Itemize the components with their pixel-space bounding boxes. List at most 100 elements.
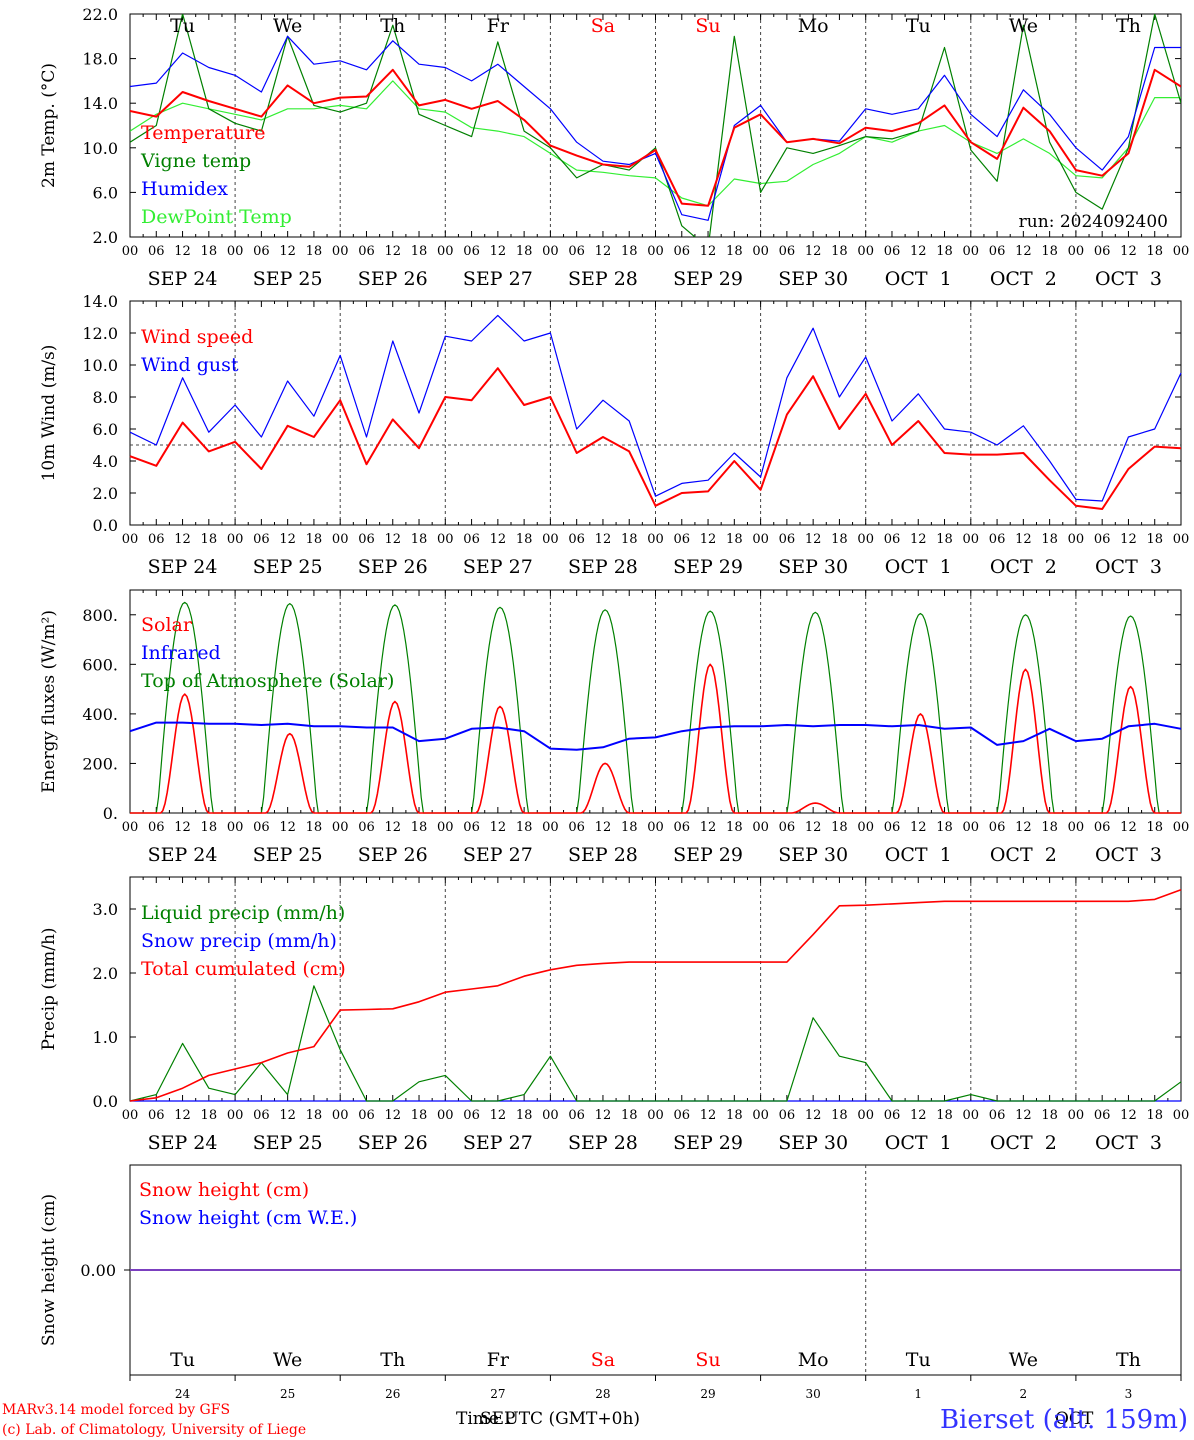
x-date-label: SEP 30 [778, 1132, 848, 1154]
weekday-label: Tu [170, 15, 195, 37]
x-hour-label: 06 [568, 820, 585, 835]
x-hour-label: 06 [1094, 820, 1111, 835]
x-date-label: SEP 30 [778, 268, 848, 290]
x-hour-label: 18 [516, 820, 533, 835]
x-hour-label: 00 [1068, 532, 1085, 547]
x-hour-label: 06 [358, 532, 375, 547]
weekday-label: Fr [487, 1349, 510, 1371]
x-hour-label: 12 [174, 1108, 191, 1123]
x-hour-label: 12 [805, 1108, 822, 1123]
x-hour-label: 00 [542, 244, 559, 259]
x-hour-label: 06 [674, 244, 691, 259]
run-annotation: run: 2024092400 [1019, 212, 1168, 232]
x-hour-label: 12 [910, 1108, 927, 1123]
x-hour-label: 00 [647, 532, 664, 547]
weekday-label: Th [380, 15, 405, 37]
x-hour-label: 06 [148, 1108, 165, 1123]
y-tick-label: 2.0 [93, 228, 118, 247]
x-hour-label: 12 [1015, 1108, 1032, 1123]
day-number-label: 1 [914, 1387, 922, 1401]
weekday-label: Fr [487, 15, 510, 37]
x-hour-label: 12 [279, 1108, 296, 1123]
x-hour-label: 06 [253, 1108, 270, 1123]
x-hour-label: 18 [936, 820, 953, 835]
legend-entry: Snow height (cm W.E.) [139, 1207, 357, 1229]
x-date-label: SEP 24 [148, 844, 218, 866]
x-hour-label: 18 [306, 244, 323, 259]
x-date-label: OCT 2 [990, 268, 1057, 290]
x-date-label: SEP 25 [253, 268, 323, 290]
x-hour-label: 12 [700, 1108, 717, 1123]
x-hour-label: 06 [884, 1108, 901, 1123]
y-axis-label: Precip (mm/h) [39, 927, 59, 1050]
x-hour-label: 12 [279, 244, 296, 259]
weekday-label: Tu [906, 15, 931, 37]
legend-entry: Infrared [141, 642, 221, 664]
x-hour-label: 12 [700, 532, 717, 547]
x-date-label: SEP 26 [358, 268, 428, 290]
x-date-label: SEP 28 [568, 268, 638, 290]
x-date-label: SEP 25 [253, 1132, 323, 1154]
x-hour-label: 00 [332, 1108, 349, 1123]
x-date-label: SEP 28 [568, 1132, 638, 1154]
x-hour-label: 18 [936, 244, 953, 259]
x-hour-label: 18 [831, 820, 848, 835]
x-date-label: SEP 25 [253, 844, 323, 866]
y-axis-label: Energy fluxes (W/m²) [39, 610, 59, 793]
x-hour-label: 18 [621, 244, 638, 259]
x-hour-label: 00 [227, 820, 244, 835]
x-hour-label: 18 [306, 532, 323, 547]
weekday-label: Mo [798, 15, 829, 37]
series-line-wind-speed [129, 367, 1182, 510]
x-date-label: SEP 29 [673, 1132, 743, 1154]
legend-entry: Wind speed [141, 326, 253, 348]
x-date-label: SEP 24 [148, 1132, 218, 1154]
x-hour-label: 00 [122, 244, 139, 259]
x-date-label: OCT 3 [1095, 268, 1162, 290]
x-hour-label: 00 [647, 244, 664, 259]
day-number-label: 2 [1020, 1387, 1028, 1401]
x-hour-label: 06 [568, 244, 585, 259]
series-line-total-cumulated-cm- [129, 889, 1182, 1102]
x-hour-label: 06 [358, 820, 375, 835]
legend-entry: Humidex [141, 178, 228, 200]
x-hour-label: 00 [332, 244, 349, 259]
y-tick-label: 800. [82, 606, 118, 625]
x-date-label: SEP 24 [148, 556, 218, 578]
x-date-label: SEP 27 [463, 268, 533, 290]
x-hour-label: 18 [831, 532, 848, 547]
x-hour-label: 18 [831, 244, 848, 259]
x-hour-label: 06 [779, 1108, 796, 1123]
x-hour-label: 06 [568, 532, 585, 547]
x-date-label: OCT 1 [885, 844, 952, 866]
x-hour-label: 18 [201, 244, 218, 259]
x-hour-label: 12 [1120, 1108, 1137, 1123]
x-hour-label: 12 [174, 820, 191, 835]
x-hour-label: 00 [542, 820, 559, 835]
x-hour-label: 18 [1041, 532, 1058, 547]
panel-4: Precip (mm/h) 0.0 1.0 2.0 3.0 Liquid precip (… [39, 876, 1189, 1154]
legend-entry: Top of Atmosphere (Solar) [141, 670, 394, 692]
x-date-label: SEP 29 [673, 844, 743, 866]
x-hour-label: 12 [595, 532, 612, 547]
x-hour-label: 00 [857, 820, 874, 835]
x-hour-label: 00 [437, 1108, 454, 1123]
x-hour-label: 18 [1146, 244, 1163, 259]
x-hour-label: 06 [989, 532, 1006, 547]
x-date-label: OCT 2 [990, 556, 1057, 578]
x-hour-label: 18 [201, 820, 218, 835]
station-name: Bierset (alt. 159m) [940, 1405, 1188, 1435]
x-hour-label: 12 [700, 820, 717, 835]
x-hour-label: 06 [463, 820, 480, 835]
x-hour-label: 00 [752, 244, 769, 259]
x-hour-label: 12 [1015, 820, 1032, 835]
day-number-label: 26 [385, 1387, 400, 1401]
x-hour-label: 12 [490, 1108, 507, 1123]
legend-entry: Total cumulated (cm) [141, 958, 346, 980]
weekday-label: Su [695, 15, 720, 37]
legend-entry: Vigne temp [140, 150, 251, 172]
y-tick-label: 8.0 [93, 388, 118, 407]
credit-line-1: MARv3.14 model forced by GFS [2, 1402, 230, 1418]
x-hour-label: 12 [1120, 244, 1137, 259]
